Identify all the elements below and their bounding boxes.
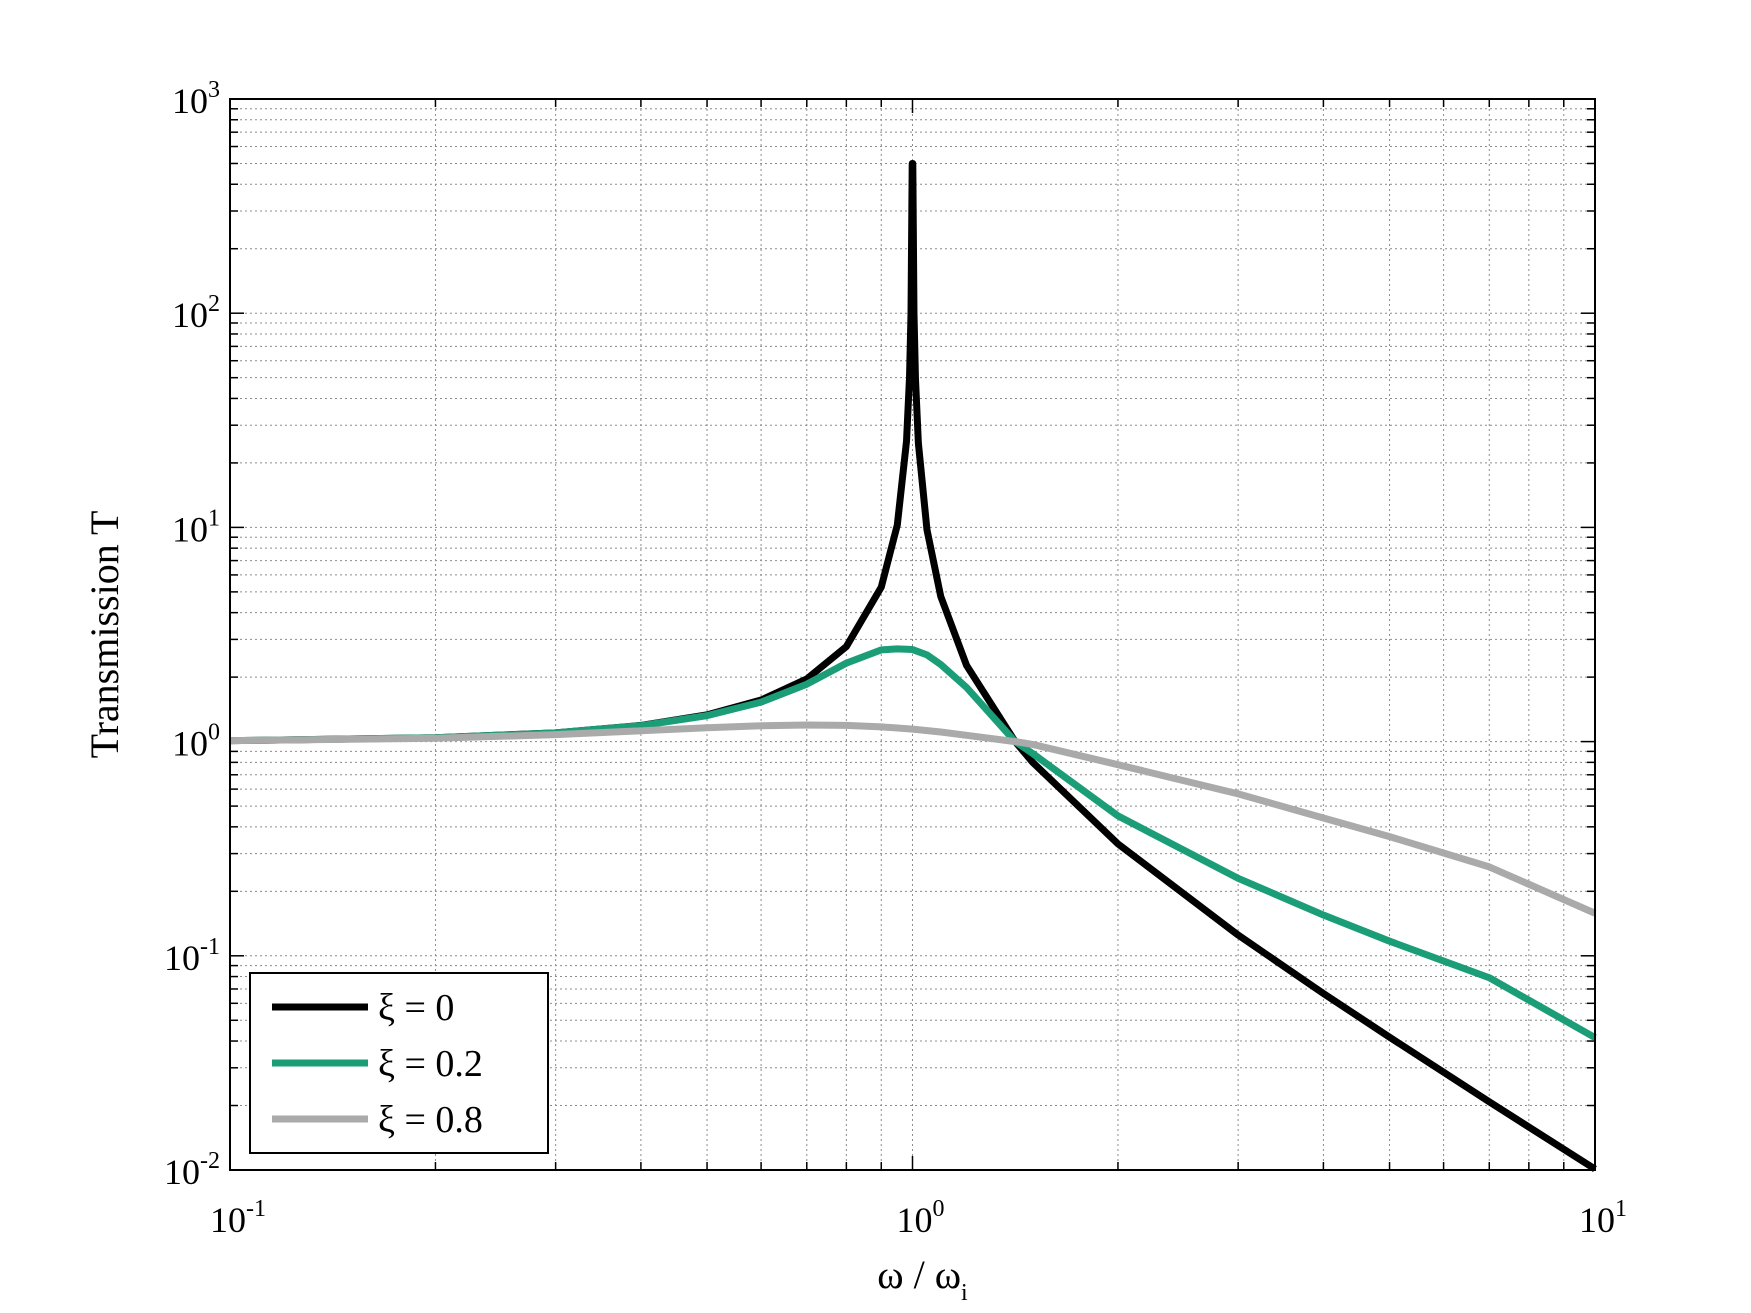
y-tick-label-base: 10	[172, 81, 208, 121]
y-tick-label-base: 10	[172, 724, 208, 764]
x-tick-label: 100	[897, 1196, 945, 1240]
x-tick-label-base: 10	[1579, 1200, 1615, 1240]
y-tick-label-exponent: 0	[208, 720, 220, 746]
y-tick-label-base: 10	[164, 938, 200, 978]
y-tick-label: 100	[172, 720, 220, 764]
y-tick-label: 102	[172, 291, 220, 335]
y-axis-label: Transmission T	[82, 511, 127, 759]
x-axis-label: ω / ωi	[877, 1252, 968, 1306]
legend-label-2: ξ = 0.8	[378, 1099, 483, 1141]
legend: ξ = 0 ξ = 0.2 ξ = 0.8	[249, 972, 549, 1154]
x-axis-label-subscript: i	[961, 1280, 968, 1306]
y-tick-label-base: 10	[172, 509, 208, 549]
y-tick-label: 10-2	[164, 1148, 220, 1192]
series-line-2	[229, 721, 1597, 917]
x-tick-label-exponent: 0	[933, 1196, 945, 1222]
plot-frame	[229, 98, 1596, 1171]
y-tick-label: 103	[172, 77, 220, 121]
x-tick-label-exponent: -1	[246, 1196, 266, 1222]
y-tick-label-exponent: 3	[208, 77, 220, 103]
y-tick-label-exponent: -2	[200, 1148, 220, 1174]
legend-label-1: ξ = 0.2	[378, 1043, 483, 1085]
x-axis-label-main: ω / ω	[877, 1252, 961, 1297]
x-tick-label-base: 10	[210, 1200, 246, 1240]
x-tick-label-exponent: 1	[1615, 1196, 1627, 1222]
x-tick-label: 101	[1579, 1196, 1627, 1240]
x-tick-label-base: 10	[897, 1200, 933, 1240]
legend-label-0: ξ = 0	[378, 987, 454, 1029]
series-line-1	[229, 645, 1597, 1041]
grid	[230, 99, 1595, 1170]
x-tick-label: 10-1	[210, 1196, 266, 1240]
y-tick-label: 101	[172, 505, 220, 549]
y-tick-label-exponent: -1	[200, 934, 220, 960]
y-tick-label-exponent: 2	[208, 291, 220, 317]
y-tick-label-exponent: 1	[208, 505, 220, 531]
y-tick-label-base: 10	[164, 1152, 200, 1192]
y-tick-label: 10-1	[164, 934, 220, 978]
series-lines	[229, 159, 1597, 1173]
y-tick-label-base: 10	[172, 295, 208, 335]
